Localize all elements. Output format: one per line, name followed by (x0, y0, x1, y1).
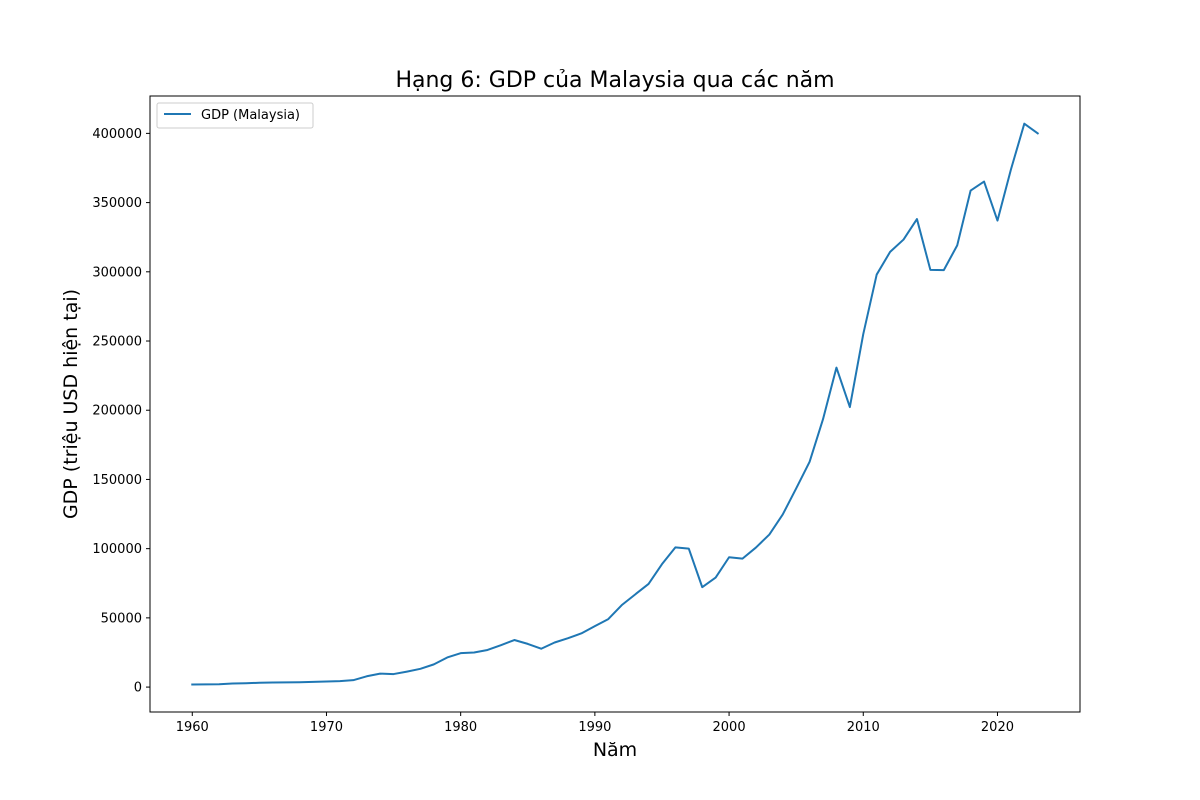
y-tick-label: 350000 (92, 196, 142, 211)
chart-title: Hạng 6: GDP của Malaysia qua các năm (395, 68, 834, 93)
y-tick-label: 50000 (101, 611, 142, 626)
x-tick-label: 2020 (981, 720, 1014, 735)
legend-box (156, 102, 314, 129)
legend: GDP (Malaysia) (156, 102, 314, 129)
x-axis-title: Năm (593, 739, 637, 761)
x-tick-label: 2000 (713, 720, 746, 735)
x-tick-label: 1980 (444, 720, 477, 735)
x-tick-label: 2010 (847, 720, 880, 735)
y-axis: 0 50000 100000 150000 200000 250000 300000 3500… (92, 127, 150, 696)
y-tick-label: 400000 (92, 127, 142, 142)
series-line-gdp (191, 122, 1040, 686)
plot-area (149, 95, 1081, 713)
x-tick-label: 1960 (176, 720, 209, 735)
y-tick-label: 300000 (92, 265, 142, 280)
y-axis-title: GDP (triệu USD hiện tại) (60, 289, 82, 519)
x-tick-label: 1970 (310, 720, 343, 735)
plot-frame (149, 95, 1081, 713)
x-tick-label: 1990 (578, 720, 611, 735)
y-tick-label: 0 (134, 681, 142, 696)
y-tick-label: 250000 (92, 335, 142, 350)
series-layer (191, 122, 1040, 686)
legend-label: GDP (Malaysia) (201, 108, 300, 123)
y-tick-label: 100000 (92, 542, 142, 557)
y-tick-label: 150000 (92, 473, 142, 488)
x-axis: 1960 1970 1980 1990 2000 2010 2020 (176, 712, 1014, 735)
y-tick-label: 200000 (92, 404, 142, 419)
